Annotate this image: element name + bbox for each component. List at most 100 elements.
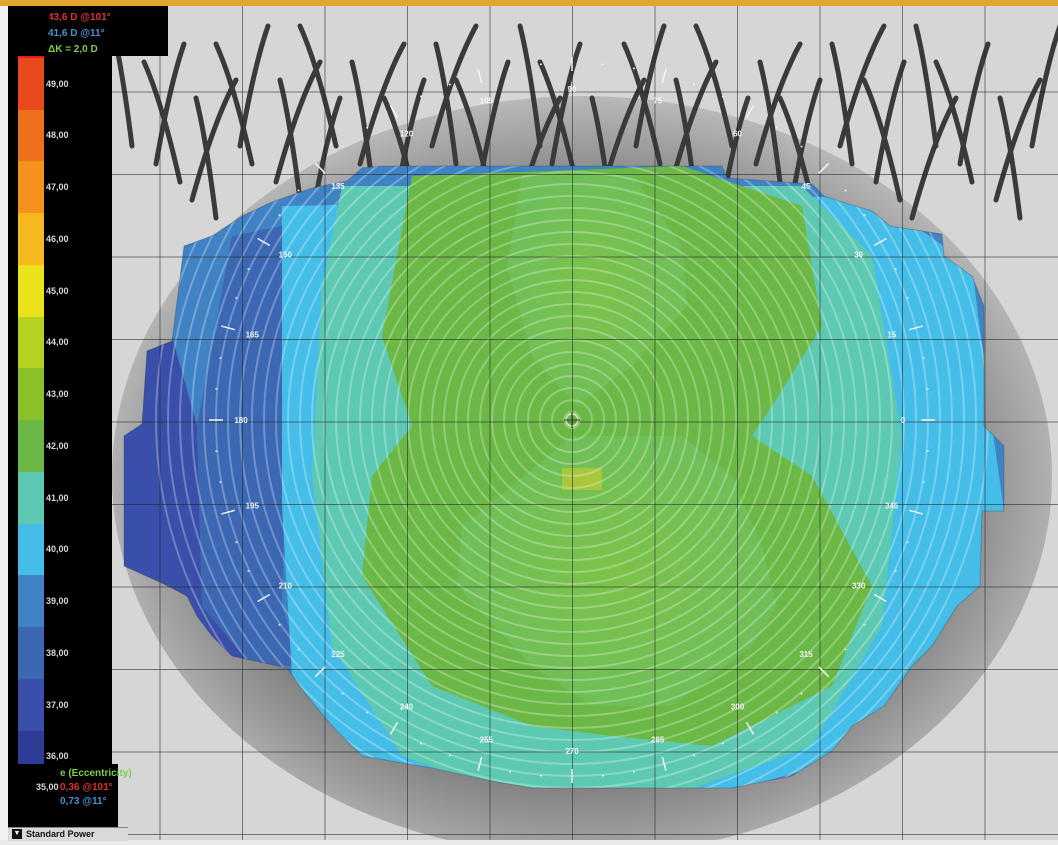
display-mode-bar: ▼ Standard Power: [8, 827, 128, 841]
angle-tick: [221, 509, 236, 515]
eyelash: [277, 77, 303, 203]
angle-minor-tick: [278, 214, 281, 217]
scale-swatch: [18, 213, 44, 266]
scale-tick-label: 39,00: [46, 596, 69, 607]
eyelash: [549, 41, 583, 167]
angle-minor-tick: [235, 541, 238, 544]
scale-tick-label: 40,00: [46, 544, 69, 555]
map-outline: [123, 165, 1005, 789]
angle-label: 270: [565, 747, 579, 756]
angle-minor-tick: [420, 742, 423, 745]
scale-swatches: [18, 6, 44, 835]
eyelash: [297, 23, 339, 149]
angle-tick: [745, 721, 755, 735]
angle-label: 285: [651, 736, 665, 745]
angle-tick: [477, 756, 483, 771]
angle-tick: [314, 162, 326, 174]
eyelash: [633, 23, 667, 149]
scale-swatch: [18, 264, 44, 317]
angle-label: 60: [733, 129, 742, 138]
angle-label: 210: [279, 582, 293, 591]
angle-tick: [873, 237, 887, 247]
eyelash: [141, 59, 183, 185]
eyelash: [829, 41, 855, 167]
scale-swatch: [18, 420, 44, 473]
angle-minor-tick: [366, 711, 369, 714]
angle-label: 30: [854, 251, 863, 260]
angle-minor-tick: [906, 296, 909, 299]
scale-tick-label-top: 50,00: [10, 10, 51, 27]
keratometry-readout: 43,6 D @101° 41,6 D @11° ΔK = 2,0 D: [8, 6, 168, 56]
angle-minor-tick: [539, 774, 542, 777]
eccentricity-title: e (Eccentricity): [60, 768, 132, 779]
eyelash: [789, 77, 823, 203]
scale-tick-label-bottom: 35,00: [36, 782, 59, 792]
scale-swatch: [18, 523, 44, 576]
angle-minor-tick: [448, 754, 451, 757]
angle-label: 15: [887, 330, 896, 339]
angle-tick: [661, 756, 667, 771]
angle-label: 165: [246, 330, 260, 339]
placido-ring: [179, 166, 965, 788]
scale-tick-label: 46,00: [46, 233, 69, 244]
eyelash: [933, 59, 975, 185]
eccentricity-steep: 0,36 @101°: [60, 782, 113, 793]
angle-minor-tick: [922, 480, 925, 483]
angle-label: 240: [400, 703, 414, 712]
angle-minor-tick: [800, 145, 803, 148]
scale-tick-label: 37,00: [46, 699, 69, 710]
angle-minor-tick: [509, 67, 512, 70]
angle-tick: [908, 509, 923, 515]
angle-label: 255: [480, 736, 494, 745]
eyelash: [993, 77, 1043, 203]
angle-minor-tick: [366, 126, 369, 129]
angle-minor-tick: [539, 63, 542, 66]
scale-tick-label: 43,00: [46, 389, 69, 400]
scale-swatch: [18, 627, 44, 680]
eyelash: [997, 95, 1023, 221]
scale-swatch: [18, 109, 44, 162]
angle-minor-tick: [894, 569, 897, 572]
zone-43d-superior: [507, 174, 687, 406]
angle-tick: [661, 69, 667, 84]
eyelash: [753, 41, 803, 167]
angle-tick: [257, 593, 271, 603]
angle-minor-tick: [800, 692, 803, 695]
eccentricity-flat: 0,73 @11°: [60, 796, 107, 807]
angle-label: 120: [400, 129, 414, 138]
angle-label: 45: [802, 182, 811, 191]
topography-map[interactable]: 90 75 60 45 30 15 0 345 330 315 300 285 270 255 240 225…: [109, 6, 1058, 845]
angle-label: 300: [731, 703, 745, 712]
angle-minor-tick: [693, 83, 696, 86]
eyelash: [913, 23, 939, 149]
angle-scale: 9075604530150345330315300285270255240225…: [209, 57, 935, 783]
eyelash: [693, 23, 735, 149]
angle-minor-tick: [922, 357, 925, 360]
window-edge: [0, 0, 8, 840]
zone-43d-inferior: [457, 436, 777, 706]
angle-tick: [314, 666, 326, 678]
eyelash: [193, 95, 219, 221]
angle-label: 330: [852, 582, 866, 591]
eccentricity-readout: e (Eccentricity) 35,00 0,36 @101° 0,73 @…: [8, 764, 132, 828]
scale-tick-label: 44,00: [46, 337, 69, 348]
color-scale-legend: 49,00 48,00 47,00 46,00 45,00 44,00 43,00 42,00…: [8, 6, 112, 840]
zone-38d: [197, 226, 302, 666]
scale-tick-label: 38,00: [46, 647, 69, 658]
display-mode-label[interactable]: Standard Power: [26, 829, 95, 839]
angle-label: 90: [568, 85, 577, 94]
angle-tick: [221, 325, 236, 331]
corneal-map-svg: 9075604530150345330315300285270255240225…: [109, 6, 1058, 845]
scale-tick-label: 42,00: [46, 440, 69, 451]
angle-minor-tick: [235, 296, 238, 299]
angle-minor-tick: [215, 450, 218, 453]
angle-minor-tick: [420, 95, 423, 98]
display-mode-dropdown-button[interactable]: ▼: [12, 829, 22, 839]
angle-minor-tick: [906, 541, 909, 544]
accent-bar: [0, 0, 1058, 6]
angle-minor-tick: [894, 268, 897, 271]
angle-tick: [745, 105, 755, 119]
scale-swatch: [18, 161, 44, 214]
angle-minor-tick: [602, 63, 605, 66]
eyelash: [349, 59, 375, 185]
